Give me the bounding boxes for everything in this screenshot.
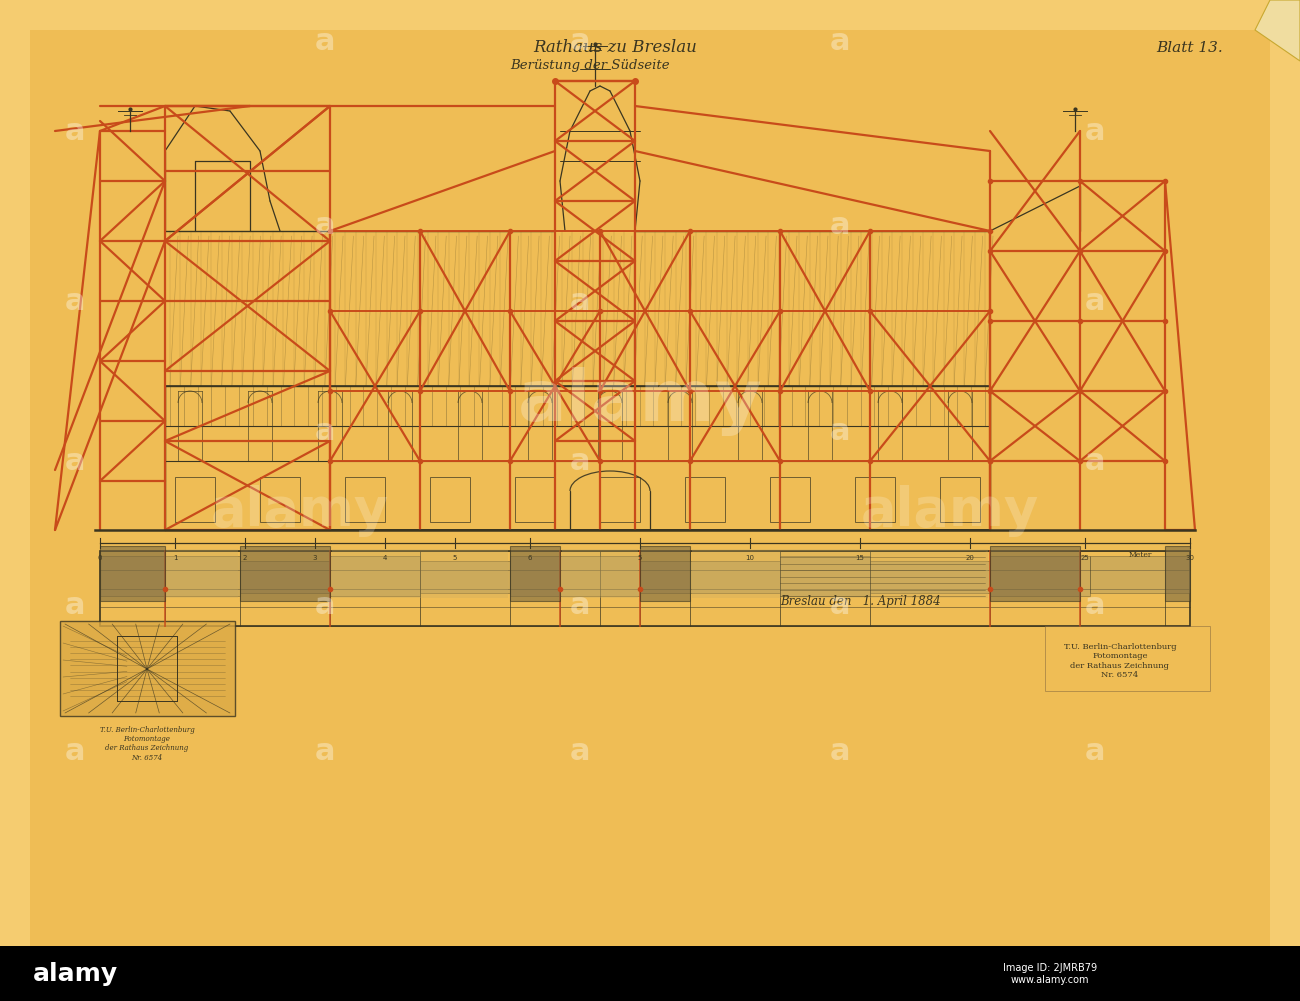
- Bar: [60, 621, 235, 716]
- Text: a: a: [315, 737, 335, 766]
- Text: 15: 15: [855, 555, 865, 561]
- Bar: [1165, 546, 1190, 601]
- Text: a: a: [315, 26, 335, 55]
- Text: T.U. Berlin-Charlottenburg
Fotomontage
der Rathaus Zeichnung
Nr. 6574: T.U. Berlin-Charlottenburg Fotomontage d…: [100, 726, 195, 762]
- Bar: [1045, 626, 1210, 691]
- Text: a: a: [65, 737, 86, 766]
- Text: a: a: [1084, 286, 1105, 315]
- Bar: [940, 477, 980, 522]
- Text: Berüstung der Südseite: Berüstung der Südseite: [510, 58, 670, 71]
- Bar: [562, 549, 638, 598]
- Bar: [640, 561, 780, 593]
- Bar: [991, 546, 1080, 601]
- Text: 1: 1: [173, 555, 177, 561]
- Text: 2: 2: [243, 555, 247, 561]
- Text: a: a: [829, 737, 850, 766]
- Text: a: a: [1084, 446, 1105, 475]
- Bar: [330, 556, 420, 596]
- Bar: [991, 556, 1089, 596]
- Bar: [601, 477, 640, 522]
- Text: a: a: [315, 592, 335, 621]
- Text: Rathaus zu Breslau: Rathaus zu Breslau: [533, 39, 697, 56]
- Text: a: a: [569, 286, 590, 315]
- Text: Image ID: 2JMRB79
www.alamy.com: Image ID: 2JMRB79 www.alamy.com: [1002, 963, 1097, 985]
- Bar: [165, 549, 238, 598]
- Text: a: a: [1084, 737, 1105, 766]
- Text: alamy: alamy: [517, 366, 762, 435]
- Text: 3: 3: [313, 555, 317, 561]
- Bar: [1089, 556, 1190, 593]
- Bar: [240, 546, 330, 601]
- Text: Meter: Meter: [1128, 551, 1152, 559]
- Polygon shape: [1254, 0, 1300, 61]
- Bar: [100, 546, 165, 601]
- Text: Breslau den   1. April 1884: Breslau den 1. April 1884: [780, 595, 940, 608]
- Text: a: a: [829, 211, 850, 240]
- Bar: [0, 946, 1300, 1001]
- Text: a: a: [65, 116, 86, 145]
- Text: a: a: [315, 416, 335, 445]
- Text: 30: 30: [1186, 555, 1195, 561]
- Text: T.U. Berlin-Charlottenburg
Fotomontage
der Rathaus Zeichnung
Nr. 6574: T.U. Berlin-Charlottenburg Fotomontage d…: [1063, 644, 1176, 679]
- Bar: [100, 556, 240, 596]
- Bar: [640, 546, 690, 601]
- Text: a: a: [569, 737, 590, 766]
- Bar: [692, 549, 988, 598]
- Bar: [855, 477, 894, 522]
- Text: Blatt 13.: Blatt 13.: [1157, 41, 1223, 55]
- Text: 0: 0: [98, 555, 103, 561]
- Bar: [510, 556, 640, 596]
- Text: a: a: [569, 446, 590, 475]
- Text: alamy: alamy: [861, 485, 1039, 537]
- Text: 5: 5: [638, 555, 642, 561]
- Text: a: a: [65, 286, 86, 315]
- Bar: [260, 477, 300, 522]
- Text: a: a: [829, 592, 850, 621]
- Text: 5: 5: [452, 555, 458, 561]
- Text: 20: 20: [966, 555, 975, 561]
- Text: a: a: [829, 26, 850, 55]
- Text: 25: 25: [1080, 555, 1089, 561]
- Text: a: a: [65, 446, 86, 475]
- Text: a: a: [569, 26, 590, 55]
- Bar: [685, 477, 725, 522]
- Bar: [510, 546, 560, 601]
- Text: 10: 10: [745, 555, 754, 561]
- Text: alamy: alamy: [32, 962, 117, 986]
- Text: a: a: [65, 592, 86, 621]
- Text: alamy: alamy: [211, 485, 389, 537]
- Text: 4: 4: [382, 555, 387, 561]
- Bar: [176, 477, 214, 522]
- Bar: [780, 556, 870, 596]
- Bar: [344, 477, 385, 522]
- Text: a: a: [1084, 592, 1105, 621]
- Text: 6: 6: [528, 555, 532, 561]
- Bar: [420, 561, 510, 593]
- Text: a: a: [829, 416, 850, 445]
- Text: a: a: [1084, 116, 1105, 145]
- Bar: [332, 549, 508, 598]
- Bar: [240, 561, 330, 593]
- Bar: [430, 477, 471, 522]
- Bar: [100, 551, 1190, 626]
- Bar: [515, 477, 555, 522]
- Bar: [770, 477, 810, 522]
- Bar: [870, 561, 991, 593]
- Text: a: a: [315, 211, 335, 240]
- Text: a: a: [569, 592, 590, 621]
